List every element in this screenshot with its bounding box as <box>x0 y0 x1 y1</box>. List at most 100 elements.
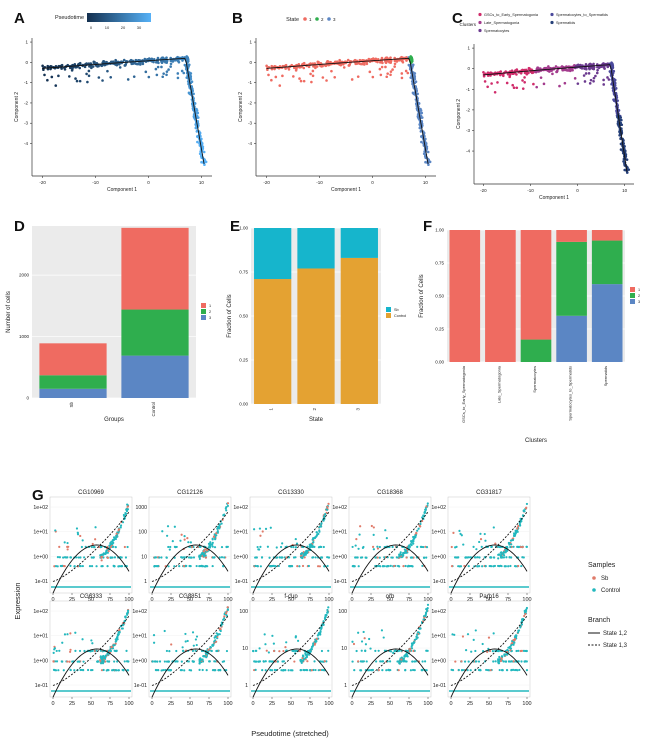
expression-point <box>319 525 322 528</box>
expression-point <box>520 623 524 626</box>
expression-point <box>355 538 358 541</box>
expression-point <box>170 643 173 646</box>
expression-point <box>125 508 128 511</box>
y-tick-label: -4 <box>248 141 252 146</box>
expression-point <box>99 649 102 652</box>
expression-point <box>314 638 317 642</box>
legend-cluster-swatch <box>478 12 482 17</box>
cell-point <box>486 85 489 89</box>
cell-point <box>156 65 160 69</box>
expression-point <box>282 649 285 653</box>
bar-segment-spermatocytes-to-spermatids-1 <box>556 230 587 242</box>
expression-point <box>426 502 429 505</box>
expression-point <box>507 565 510 568</box>
expression-point <box>280 556 283 559</box>
expression-point <box>422 514 425 517</box>
y-tick-label: -2 <box>248 100 252 105</box>
expression-point <box>123 545 126 549</box>
cell-point <box>389 61 392 64</box>
expression-point <box>376 545 379 548</box>
cell-point <box>550 69 553 72</box>
expression-point <box>220 522 223 525</box>
expression-point <box>109 649 112 653</box>
expression-point <box>264 669 267 672</box>
cell-point <box>60 63 64 67</box>
bar-segment-sb-1 <box>39 343 107 376</box>
expression-point <box>59 564 62 568</box>
expression-point <box>119 524 123 527</box>
expression-point <box>275 546 278 549</box>
cell-point <box>169 62 173 66</box>
expression-point <box>73 565 76 568</box>
panel-letter-b: B <box>232 10 243 27</box>
x-tick-label: 50 <box>288 701 294 707</box>
cell-point <box>281 74 284 78</box>
expression-point <box>398 555 401 558</box>
y-tick-label: 1e+00 <box>431 658 446 664</box>
legend-state-2-label: 2 <box>321 17 324 22</box>
expression-point <box>450 565 454 568</box>
expression-point <box>306 668 309 672</box>
trend-state-1-3 <box>252 511 330 582</box>
expression-point <box>305 551 308 554</box>
cell-point <box>371 75 375 79</box>
legend-branch-label: State 1,3 <box>603 643 628 649</box>
y-tick-label: 1e+02 <box>132 609 147 615</box>
expression-point <box>412 641 416 644</box>
panel-letter-g: G <box>32 487 44 504</box>
expression-point <box>69 632 72 635</box>
x-tick-label: -20 <box>39 180 46 185</box>
expression-point <box>69 648 72 651</box>
cell-point <box>386 72 389 75</box>
cell-point <box>292 75 295 78</box>
gene-title: CG8851 <box>179 594 202 600</box>
y-tick-label: 1e-01 <box>35 579 48 585</box>
expression-point <box>387 565 390 568</box>
expression-point <box>202 655 205 658</box>
expression-point <box>420 545 423 549</box>
y-tick-label: 1e+01 <box>431 634 446 640</box>
expression-point <box>408 650 411 653</box>
expression-point <box>327 649 330 652</box>
expression-point <box>294 537 297 541</box>
x-axis-label: Clusters <box>525 438 547 444</box>
gene-title: CG6333 <box>80 594 103 600</box>
expression-point <box>120 565 123 568</box>
expression-point <box>225 668 228 672</box>
cell-point <box>346 58 350 62</box>
expression-point <box>425 556 428 559</box>
expression-point <box>78 649 82 653</box>
expression-point <box>201 658 204 661</box>
expression-point <box>100 661 103 664</box>
expression-point <box>81 668 85 672</box>
expression-point <box>255 556 258 559</box>
x-axis-label: Groups <box>104 417 124 423</box>
x-tick-label: 100 <box>223 597 232 603</box>
cell-point <box>612 69 616 73</box>
cell-point <box>266 68 269 72</box>
expression-point <box>512 643 515 646</box>
y-tick-label: 0.00 <box>239 402 248 407</box>
trend-state-1-3 <box>52 511 130 582</box>
expression-point <box>259 565 262 568</box>
expression-point <box>302 655 305 658</box>
cell-point <box>342 66 346 69</box>
cell-point <box>379 73 383 77</box>
cell-point <box>393 65 396 68</box>
expression-point <box>290 565 294 568</box>
cell-point <box>114 60 118 63</box>
expression-point <box>351 545 354 549</box>
cell-point <box>278 84 282 87</box>
expression-point <box>476 556 479 559</box>
expression-point <box>273 668 277 672</box>
trend-state-1-2 <box>151 648 229 698</box>
expression-point <box>496 564 500 568</box>
cell-point <box>393 59 397 63</box>
trend-state-1-3 <box>151 511 229 582</box>
cell-point <box>422 152 426 156</box>
expression-point <box>474 629 477 632</box>
cell-point <box>324 64 328 68</box>
expression-point <box>106 551 109 554</box>
cell-point <box>169 65 172 68</box>
